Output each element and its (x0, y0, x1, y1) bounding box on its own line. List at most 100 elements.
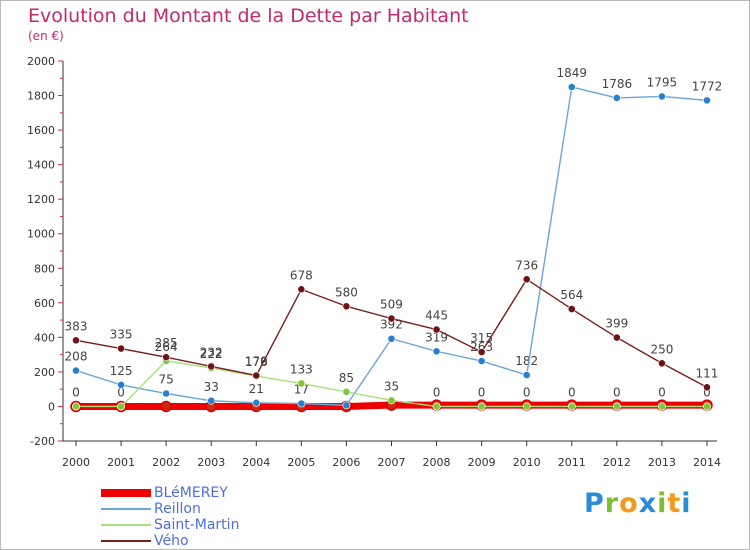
data-point (342, 401, 351, 410)
data-point (522, 402, 531, 411)
data-label: 1786 (602, 77, 633, 91)
x-tick-label: 2012 (603, 456, 631, 469)
data-label: 445 (425, 309, 448, 323)
y-tick-label: 2000 (27, 55, 55, 68)
data-label: 383 (65, 319, 88, 333)
data-point (432, 347, 441, 356)
x-tick-label: 2007 (377, 456, 405, 469)
data-label: 182 (515, 354, 538, 368)
data-point (160, 400, 172, 413)
data-label: 335 (110, 328, 133, 342)
data-point (703, 383, 711, 392)
y-tick-label: 1000 (27, 228, 55, 241)
data-label: 1849 (556, 66, 587, 80)
y-tick-label: 600 (34, 297, 55, 310)
logo-letter: i (681, 488, 692, 519)
legend-swatch (101, 489, 151, 497)
data-label: 0 (703, 385, 711, 399)
chart-title: Evolution du Montant de la Dette par Hab… (28, 5, 469, 27)
y-tick-label: -200 (30, 435, 55, 448)
proxiti-logo: Proxiti (584, 488, 692, 519)
data-point (297, 379, 306, 388)
data-point (117, 380, 125, 389)
legend-label: BLéMEREY (154, 485, 228, 501)
data-label: 509 (380, 298, 403, 312)
data-label: 111 (696, 366, 719, 380)
y-tick-label: 800 (34, 262, 55, 275)
data-point (567, 83, 576, 91)
data-point (477, 348, 486, 356)
data-point (612, 333, 621, 342)
data-label: 319 (425, 330, 448, 344)
data-point (387, 334, 396, 343)
logo-letter: i (657, 488, 668, 519)
data-label: 85 (339, 371, 354, 385)
y-tick-label: 1400 (27, 159, 55, 172)
data-point (658, 92, 666, 101)
data-point (117, 344, 125, 353)
data-point (162, 389, 171, 398)
data-point (522, 371, 531, 379)
data-label: 0 (568, 385, 576, 399)
series-lines (70, 83, 713, 413)
data-point (207, 362, 216, 371)
data-label: 35 (384, 379, 399, 393)
data-label: 0 (613, 385, 621, 399)
data-label: 17 (294, 383, 309, 397)
data-label: 399 (605, 317, 628, 331)
data-label: 564 (560, 288, 583, 302)
data-point (703, 96, 711, 105)
data-label: 736 (515, 258, 538, 272)
data-point (72, 402, 80, 411)
chart-unit: (en €) (28, 29, 64, 43)
y-tick-label: 0 (48, 400, 55, 413)
x-tick-label: 2004 (242, 456, 270, 469)
y-tick-label: 1200 (27, 193, 55, 206)
data-label: 0 (117, 385, 125, 399)
data-point (387, 314, 396, 323)
x-tick-label: 2014 (693, 456, 721, 469)
x-tick-label: 2013 (648, 456, 676, 469)
x-tick-label: 2006 (332, 456, 360, 469)
y-tick-label: 400 (34, 331, 55, 344)
logo-letter: x (638, 488, 658, 519)
line-chart: -200020040060080010001200140016001800200… (27, 55, 723, 469)
data-point (162, 353, 171, 362)
x-tick-label: 2008 (423, 456, 451, 469)
data-label: 285 (155, 336, 178, 350)
data-point (297, 399, 306, 408)
x-tick-label: 2011 (558, 456, 586, 469)
x-tick-label: 2009 (468, 456, 496, 469)
data-point (207, 396, 216, 405)
data-point (658, 402, 666, 411)
data-label: 678 (290, 268, 313, 282)
data-label: 250 (650, 342, 673, 356)
series-line (75, 278, 708, 388)
y-tick-label: 1800 (27, 90, 55, 103)
data-point (252, 398, 261, 407)
chart-axes: -200020040060080010001200140016001800200… (27, 55, 721, 469)
legend-label: Vého (154, 533, 189, 549)
data-point (477, 357, 486, 365)
data-label: 580 (335, 285, 358, 299)
legend-swatch (101, 508, 151, 510)
data-label: 222 (200, 347, 223, 361)
data-label: 0 (658, 385, 666, 399)
data-label: 0 (523, 385, 531, 399)
data-label: 33 (204, 380, 219, 394)
x-tick-label: 2001 (107, 456, 135, 469)
y-tick-label: 200 (34, 366, 55, 379)
legend-label: Saint-Martin (154, 517, 240, 533)
x-tick-label: 2002 (152, 456, 180, 469)
data-point (117, 402, 125, 411)
legend-label: Reillon (154, 501, 201, 517)
data-label: 0 (72, 385, 80, 399)
data-point (567, 402, 576, 411)
data-point (612, 94, 621, 102)
data-label: 208 (65, 350, 88, 364)
x-tick-label: 2010 (513, 456, 541, 469)
data-label: 392 (380, 318, 403, 332)
data-label: 21 (249, 382, 264, 396)
